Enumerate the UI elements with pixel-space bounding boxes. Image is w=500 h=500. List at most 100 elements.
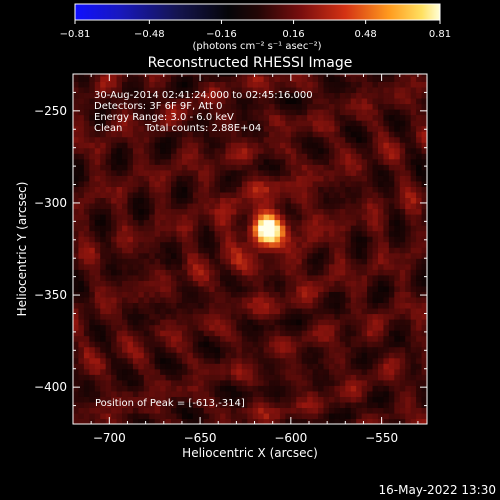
heatmap-cell — [165, 131, 172, 138]
heatmap-cell — [241, 324, 248, 331]
heatmap-cell — [258, 153, 265, 160]
heatmap-cell — [307, 385, 314, 392]
heatmap-cell — [187, 407, 194, 414]
heatmap-cell — [220, 396, 227, 403]
heatmap-cell — [94, 368, 101, 375]
heatmap-cell — [312, 274, 319, 281]
heatmap-cell — [83, 296, 90, 304]
heatmap-cell — [405, 125, 412, 132]
heatmap-cell — [78, 230, 85, 237]
heatmap-cell — [301, 153, 308, 160]
heatmap-cell — [274, 335, 281, 342]
heatmap-cell — [361, 208, 368, 215]
heatmap-cell — [181, 92, 188, 99]
heatmap-cell — [127, 81, 134, 88]
heatmap-cell — [405, 180, 412, 187]
heatmap-cell — [138, 269, 145, 276]
heatmap-cell — [165, 92, 172, 99]
heatmap-cell — [307, 313, 314, 320]
heatmap-cell — [165, 302, 172, 309]
heatmap-cell — [345, 385, 352, 392]
heatmap-cell — [399, 158, 406, 165]
heatmap-cell — [388, 125, 395, 132]
heatmap-cell — [192, 214, 199, 221]
heatmap-cell — [214, 197, 221, 204]
heatmap-cell — [334, 208, 341, 215]
heatmap-cell — [399, 247, 406, 254]
heatmap-cell — [132, 363, 139, 370]
heatmap-cell — [372, 109, 379, 116]
heatmap-cell — [122, 81, 129, 88]
heatmap-cell — [405, 307, 412, 315]
heatmap-cell — [122, 385, 129, 392]
heatmap-cell — [339, 319, 346, 326]
heatmap-cell — [127, 313, 134, 320]
heatmap-cell — [176, 269, 183, 276]
heatmap-cell — [83, 81, 90, 88]
heatmap-cell — [356, 307, 363, 315]
heatmap-cell — [383, 225, 390, 232]
heatmap-cell — [377, 208, 385, 215]
heatmap-cell — [122, 247, 129, 254]
heatmap-cell — [290, 92, 297, 99]
heatmap-cell — [181, 285, 188, 292]
heatmap-cell — [350, 368, 357, 375]
heatmap-cell — [356, 236, 363, 243]
heatmap-cell — [171, 191, 178, 199]
heatmap-cell — [214, 230, 221, 237]
heatmap-cell — [154, 252, 161, 259]
heatmap-cell — [258, 401, 265, 409]
heatmap-cell — [399, 81, 406, 88]
heatmap-cell — [339, 379, 346, 386]
heatmap-cell — [138, 302, 145, 309]
heatmap-cell — [127, 97, 134, 105]
heatmap-cell — [203, 92, 210, 99]
heatmap-cell — [394, 341, 401, 348]
heatmap-cell — [94, 136, 101, 143]
heatmap-cell — [230, 346, 237, 353]
heatmap-cell — [350, 418, 357, 424]
heatmap-cell — [220, 75, 227, 82]
heatmap-cell — [274, 131, 281, 138]
heatmap-cell — [241, 131, 248, 138]
heatmap-cell — [181, 412, 188, 420]
heatmap-cell — [279, 390, 286, 397]
annotation-peak-position: Position of Peak = [-613,-314] — [95, 398, 245, 409]
heatmap-cell — [171, 263, 178, 270]
heatmap-cell — [230, 374, 237, 381]
heatmap-cell — [94, 180, 101, 187]
heatmap-cell — [105, 258, 112, 265]
heatmap-cell — [323, 363, 330, 370]
heatmap-cell — [154, 296, 161, 304]
heatmap-cell — [209, 97, 216, 105]
heatmap-cell — [111, 180, 118, 187]
heatmap-cell — [73, 236, 80, 243]
heatmap-cell — [89, 335, 96, 342]
heatmap-cell — [132, 225, 139, 232]
heatmap-cell — [83, 285, 90, 292]
heatmap-cell — [100, 114, 107, 121]
heatmap-cell — [198, 225, 205, 232]
heatmap-cell — [105, 109, 112, 116]
heatmap-cell — [323, 269, 330, 276]
heatmap-cell — [290, 131, 297, 138]
heatmap-cell — [160, 363, 167, 370]
heatmap-cell — [279, 374, 286, 381]
heatmap-cell — [78, 324, 85, 331]
heatmap-cell — [301, 324, 308, 331]
heatmap-cell — [307, 191, 314, 199]
heatmap-cell — [149, 357, 156, 364]
heatmap-cell — [263, 142, 270, 149]
heatmap-cell — [361, 263, 368, 270]
heatmap-cell — [421, 330, 427, 337]
heatmap-cell — [377, 330, 385, 337]
heatmap-cell — [143, 147, 150, 154]
heatmap-cell — [143, 296, 150, 304]
heatmap-cell — [350, 191, 357, 199]
heatmap-cell — [73, 319, 80, 326]
heatmap-cell — [252, 225, 259, 232]
heatmap-cell — [225, 125, 232, 132]
heatmap-cell — [111, 153, 118, 160]
heatmap-cell — [209, 208, 216, 215]
heatmap-cell — [252, 368, 259, 375]
